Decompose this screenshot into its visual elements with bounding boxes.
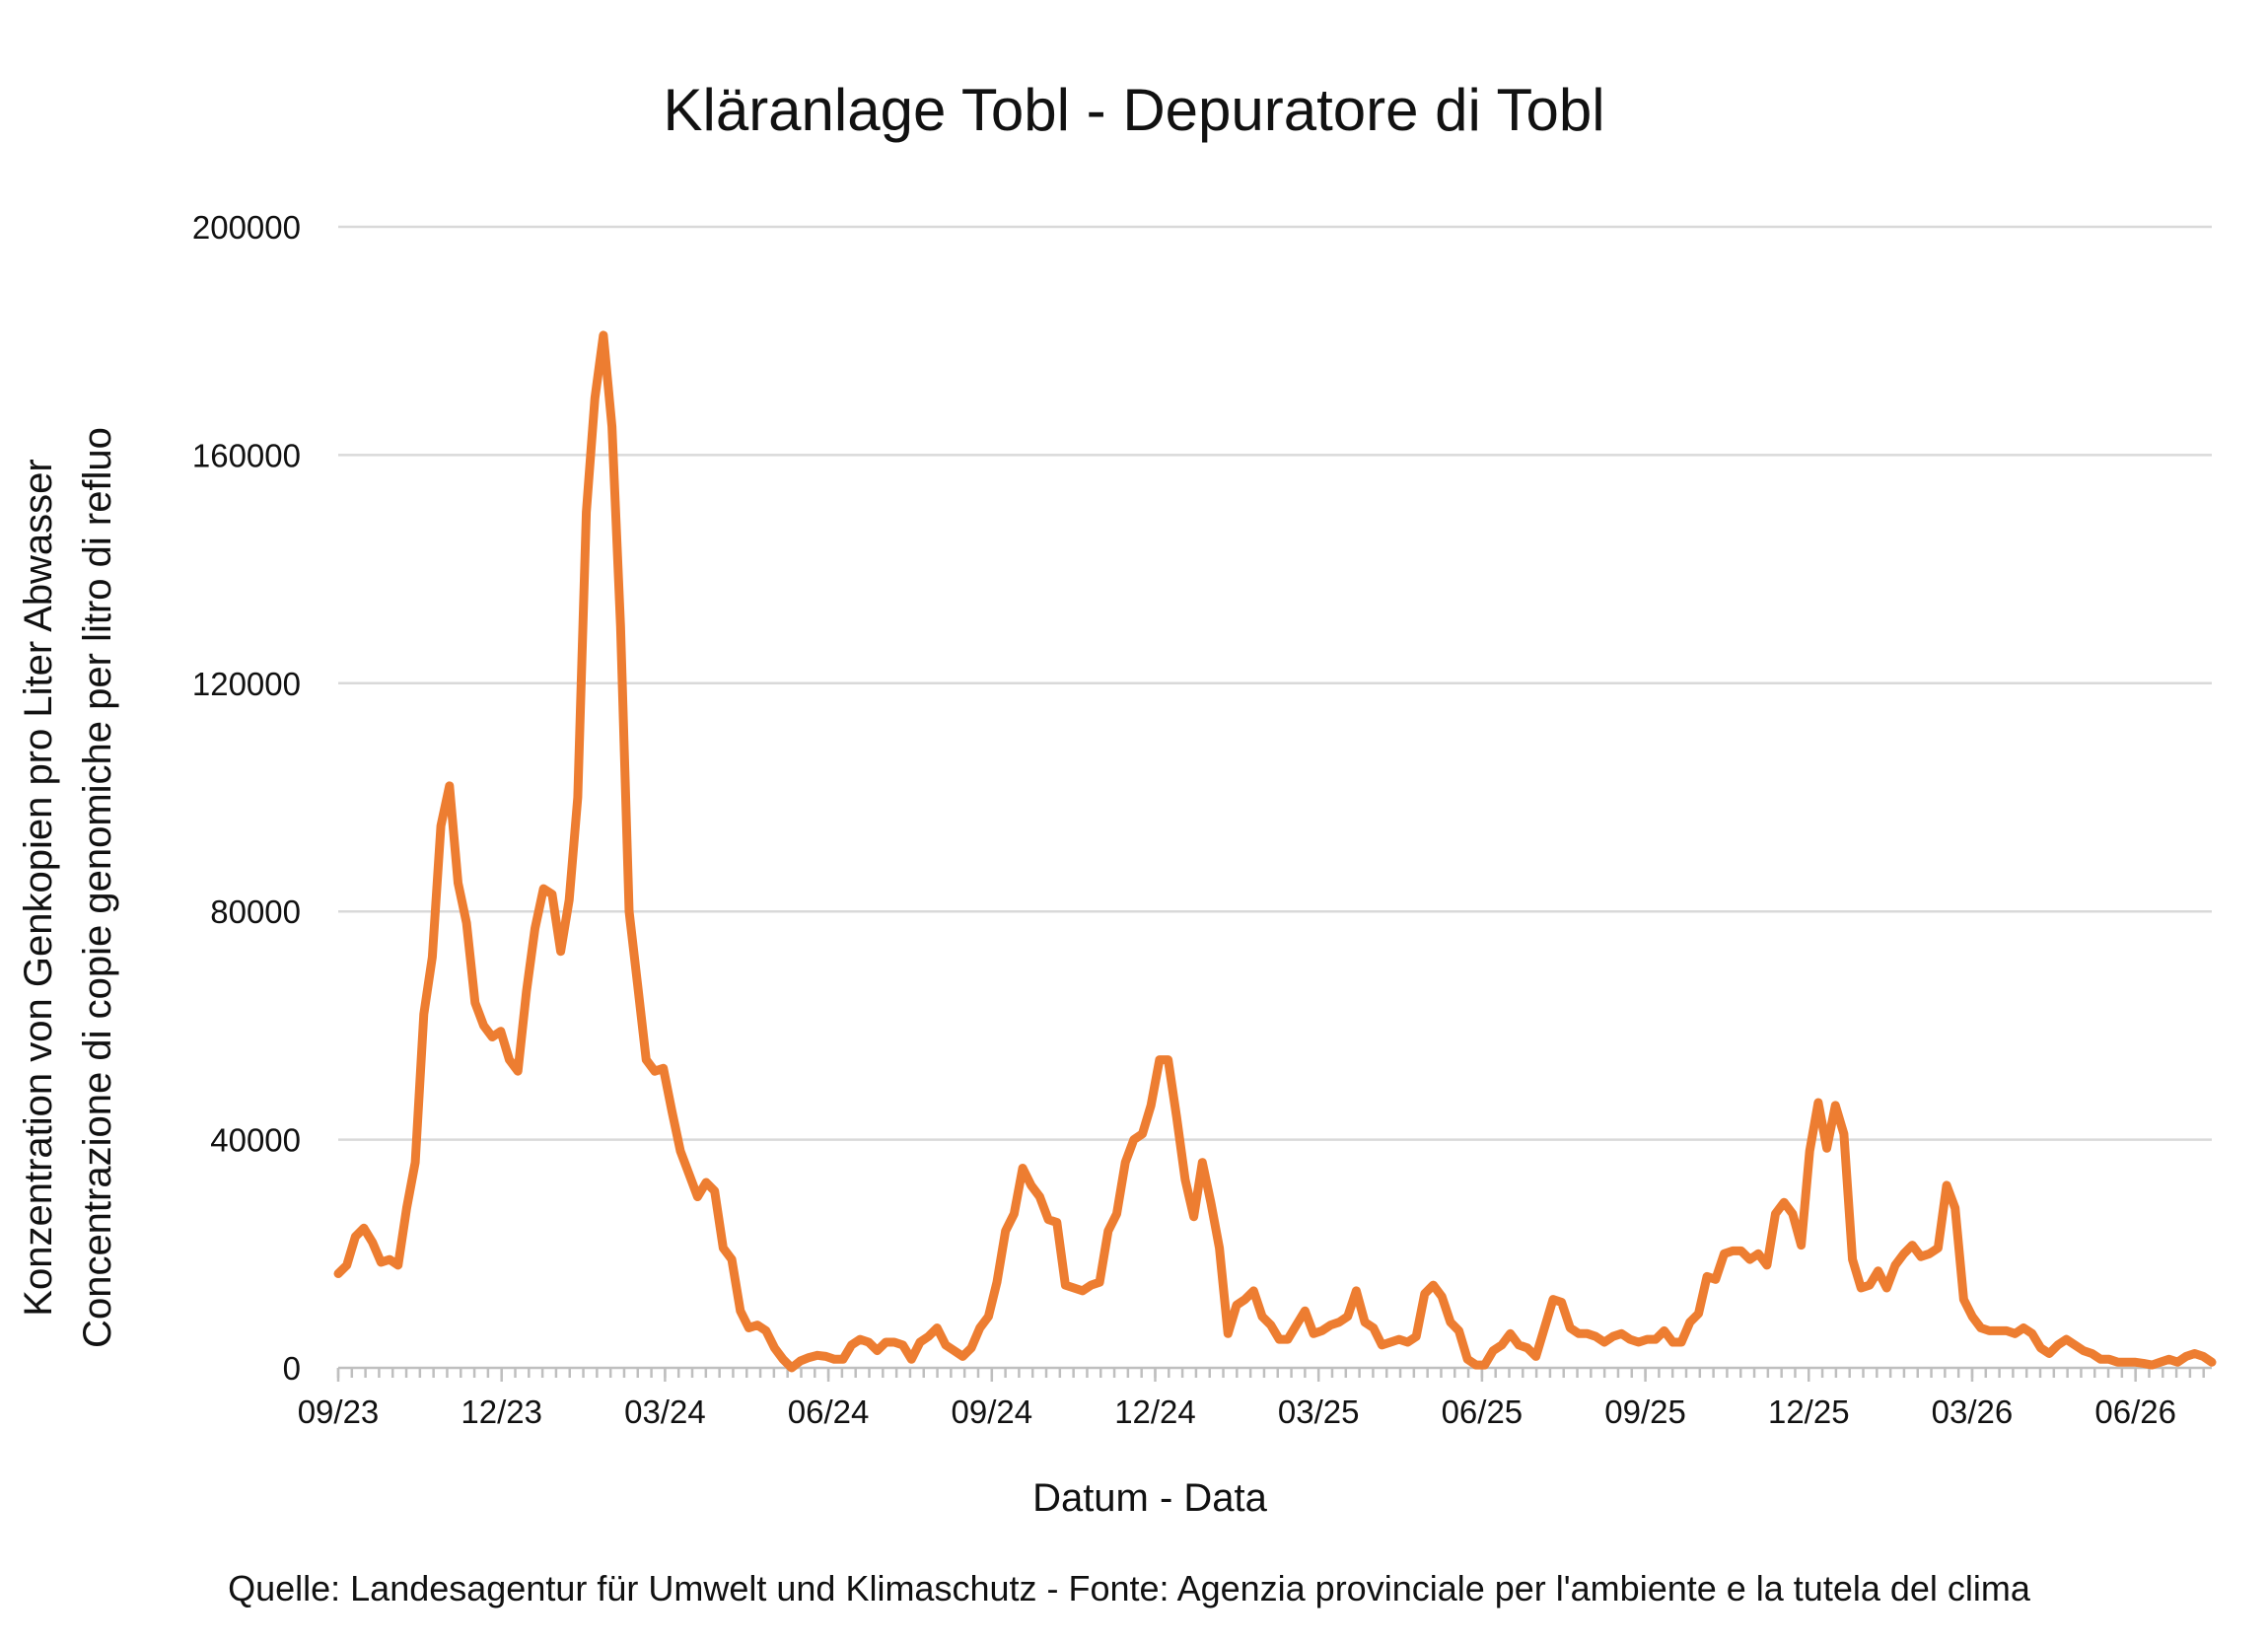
x-tick-label: 12/25 [1768, 1393, 1850, 1430]
y-axis-label: Konzentration von Genkopien pro Liter Ab… [17, 427, 119, 1348]
x-tick-label: 06/26 [2094, 1393, 2176, 1430]
x-tick-label: 09/24 [951, 1393, 1032, 1430]
y-tick-label: 200000 [192, 209, 301, 246]
x-tick-label: 06/25 [1442, 1393, 1524, 1430]
y-tick-label: 120000 [192, 666, 301, 702]
y-tick-label: 40000 [210, 1122, 301, 1159]
series-line [333, 330, 2217, 1373]
chart-title: Kläranlage Tobl - Depuratore di Tobl [663, 77, 1604, 143]
x-tick-label: 09/25 [1604, 1393, 1686, 1430]
y-axis-label-line1: Konzentration von Genkopien pro Liter Ab… [17, 459, 60, 1316]
x-tick-label: 03/24 [624, 1393, 706, 1430]
x-axis-label: Datum - Data [1032, 1476, 1268, 1520]
x-tick-label: 03/26 [1932, 1393, 2014, 1430]
series [333, 330, 2217, 1373]
x-tick-label: 06/24 [788, 1393, 870, 1430]
x-tick-label: 12/23 [461, 1393, 542, 1430]
y-tick-label: 0 [283, 1350, 301, 1387]
gridlines [338, 225, 2212, 1141]
y-axis-label-line2: Concentrazione di copie genomiche per li… [76, 427, 119, 1348]
x-axis [336, 1366, 2212, 1382]
x-tick-label: 12/24 [1114, 1393, 1196, 1430]
x-tick-label: 09/23 [298, 1393, 380, 1430]
x-tick-labels: 09/23 12/23 03/24 06/24 09/24 12/24 03/25 06/25… [298, 1393, 2176, 1430]
y-tick-label: 160000 [192, 437, 301, 473]
source-note: Quelle: Landesagentur für Umwelt und Kli… [228, 1568, 2031, 1608]
y-tick-label: 80000 [210, 893, 301, 930]
y-tick-labels: 0 40000 80000 120000 160000 200000 [192, 209, 301, 1387]
x-tick-label: 03/25 [1278, 1393, 1360, 1430]
